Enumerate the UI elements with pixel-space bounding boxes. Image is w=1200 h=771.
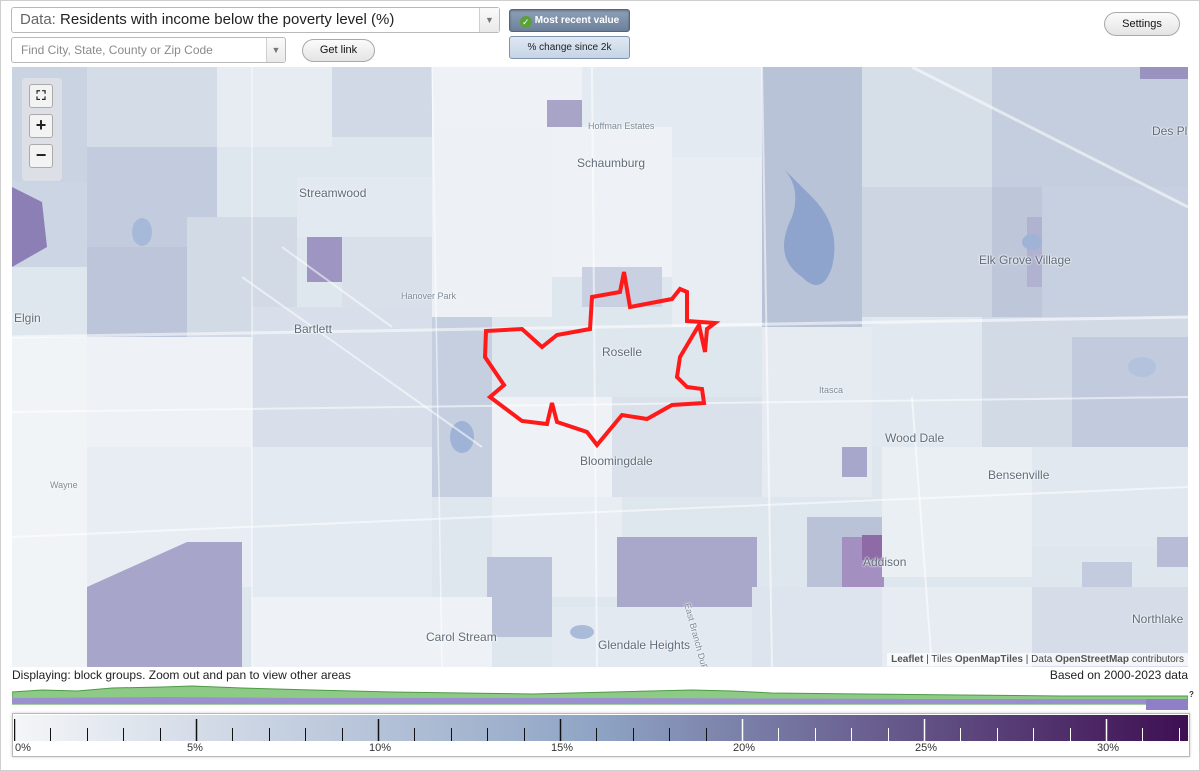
- place-label: Elgin: [14, 311, 41, 325]
- place-label: Carol Stream: [426, 630, 497, 644]
- place-label: Glendale Heights: [598, 638, 691, 652]
- chevron-down-icon[interactable]: ▼: [266, 38, 285, 62]
- place-label: Bartlett: [294, 322, 333, 336]
- place-label: Northlake: [1132, 612, 1184, 626]
- display-status: Displaying: block groups. Zoom out and p…: [12, 668, 351, 682]
- attribution-text: | Tiles: [923, 654, 955, 665]
- openstreetmap-link[interactable]: OpenStreetMap: [1055, 654, 1129, 665]
- block-groups: [12, 67, 1188, 667]
- help-icon[interactable]: ?: [1189, 690, 1194, 699]
- most-recent-value-toggle[interactable]: ✓ Most recent value: [509, 9, 630, 32]
- legend-tick-label: 0%: [15, 742, 31, 754]
- place-label: Elk Grove Village: [979, 253, 1071, 267]
- map-canvas[interactable]: Hoffman Estates Schaumburg Streamwood Ha…: [12, 67, 1188, 667]
- place-label: Schaumburg: [577, 156, 646, 170]
- most-recent-value-label: Most recent value: [534, 15, 620, 26]
- legend-labels: 0% 5% 10% 15% 20% 25% 30%: [13, 742, 1189, 756]
- place-label: Roselle: [602, 345, 643, 359]
- data-select-value: Residents with income below the poverty …: [60, 11, 395, 28]
- map-attribution: Leaflet | Tiles OpenMapTiles | Data Open…: [887, 653, 1188, 666]
- legend-tick-label: 30%: [1097, 742, 1120, 754]
- distribution-histogram: [12, 685, 1188, 710]
- attribution-text: | Data: [1023, 654, 1056, 665]
- legend-tick-label: 20%: [733, 742, 756, 754]
- get-link-button[interactable]: Get link: [302, 39, 375, 62]
- data-select-prefix: Data:: [20, 11, 56, 28]
- choropleth-layer: [12, 67, 1188, 667]
- place-label: Itasca: [819, 385, 844, 395]
- roads: [12, 67, 1188, 667]
- place-label: Addison: [863, 555, 907, 569]
- color-legend: 0% 5% 10% 15% 20% 25% 30%: [12, 713, 1190, 757]
- chevron-down-icon[interactable]: ▼: [479, 8, 499, 32]
- legend-tick-label: 5%: [187, 742, 203, 754]
- place-label: Hoffman Estates: [588, 121, 655, 131]
- leaflet-link[interactable]: Leaflet: [891, 654, 924, 665]
- place-label: Wayne: [50, 480, 78, 490]
- settings-button[interactable]: Settings: [1104, 12, 1180, 36]
- check-icon: ✓: [519, 16, 532, 28]
- place-label: Bloomingdale: [580, 454, 653, 468]
- data-range-note: Based on 2000-2023 data: [1049, 668, 1188, 682]
- place-label: Streamwood: [299, 186, 367, 200]
- zoom-in-button[interactable]: +: [29, 114, 53, 138]
- legend-tick-label: 25%: [915, 742, 938, 754]
- search-input[interactable]: [11, 37, 286, 63]
- selected-area-outline: [482, 271, 721, 449]
- place-label: Bensenville: [988, 468, 1050, 482]
- attribution-text: contributors: [1128, 654, 1184, 665]
- place-label: Hanover Park: [401, 291, 457, 301]
- openmaptiles-link[interactable]: OpenMapTiles: [954, 654, 1023, 665]
- legend-gradient: [14, 715, 1188, 741]
- legend-tick-label: 10%: [369, 742, 392, 754]
- data-select[interactable]: Data: Residents with income below the po…: [11, 7, 500, 33]
- place-label: Wood Dale: [885, 431, 945, 445]
- percent-change-toggle[interactable]: % change since 2k: [509, 36, 630, 59]
- place-label: Des Pla: [1152, 124, 1188, 138]
- fullscreen-icon[interactable]: ⛶: [29, 84, 53, 108]
- legend-tick-label: 15%: [551, 742, 574, 754]
- zoom-out-button[interactable]: −: [29, 144, 53, 168]
